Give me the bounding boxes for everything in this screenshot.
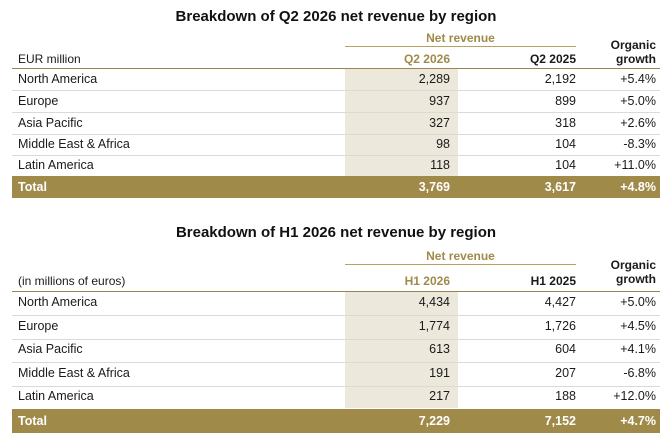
region-label: Middle East & Africa bbox=[18, 137, 130, 151]
row-divider bbox=[12, 134, 660, 135]
table-row: Latin America 118 104 +11.0% bbox=[12, 155, 660, 176]
q2-net-revenue-group-label: Net revenue bbox=[426, 31, 495, 45]
total-label: Total bbox=[18, 180, 47, 194]
h1-revenue-table: Breakdown of H1 2026 net revenue by regi… bbox=[12, 222, 660, 437]
current-value: 191 bbox=[429, 366, 450, 380]
current-value: 98 bbox=[436, 137, 450, 151]
prior-value: 318 bbox=[555, 116, 576, 130]
current-value: 118 bbox=[430, 158, 450, 172]
growth-value: +4.5% bbox=[620, 319, 656, 333]
growth-value: +5.4% bbox=[620, 72, 656, 86]
growth-value: +2.6% bbox=[620, 116, 656, 130]
prior-value: 604 bbox=[555, 342, 576, 356]
q2-col-growth-line1: Organic bbox=[610, 38, 656, 52]
region-label: Latin America bbox=[18, 389, 94, 403]
total-current: 7,229 bbox=[418, 414, 450, 428]
total-prior: 3,617 bbox=[544, 180, 576, 194]
h1-header-rule bbox=[12, 291, 660, 292]
q2-net-revenue-group-rule bbox=[345, 46, 576, 47]
current-value: 2,289 bbox=[418, 72, 450, 86]
total-current: 3,769 bbox=[418, 180, 450, 194]
prior-value: 899 bbox=[555, 94, 576, 108]
total-label: Total bbox=[18, 414, 47, 428]
q2-col-prior: Q2 2025 bbox=[529, 52, 576, 66]
current-value: 4,434 bbox=[418, 295, 450, 309]
prior-value: 2,192 bbox=[544, 72, 576, 86]
region-label: Latin America bbox=[18, 158, 94, 172]
current-value: 217 bbox=[429, 389, 450, 403]
table-row: North America 4,434 4,427 +5.0% bbox=[12, 292, 660, 315]
prior-value: 104 bbox=[555, 137, 576, 151]
h1-col-prior: H1 2025 bbox=[530, 274, 576, 288]
row-divider bbox=[12, 362, 660, 363]
table-row: North America 2,289 2,192 +5.4% bbox=[12, 69, 660, 90]
region-label: North America bbox=[18, 72, 98, 86]
total-prior: 7,152 bbox=[544, 414, 576, 428]
h1-current-column-shade bbox=[345, 292, 458, 408]
row-divider bbox=[12, 339, 660, 340]
h1-net-revenue-group-label: Net revenue bbox=[426, 249, 495, 263]
prior-value: 188 bbox=[555, 389, 576, 403]
h1-col-growth: Organic growth bbox=[576, 258, 656, 286]
row-divider bbox=[12, 155, 660, 156]
region-label: Asia Pacific bbox=[18, 342, 83, 356]
region-label: North America bbox=[18, 295, 98, 309]
table-row: Middle East & Africa 98 104 -8.3% bbox=[12, 134, 660, 155]
h1-unit-label: (in millions of euros) bbox=[18, 274, 126, 288]
current-value: 613 bbox=[429, 342, 450, 356]
growth-value: +11.0% bbox=[614, 158, 656, 172]
table-row: Middle East & Africa 191 207 -6.8% bbox=[12, 363, 660, 386]
region-label: Asia Pacific bbox=[18, 116, 83, 130]
q2-col-growth-line2: growth bbox=[616, 52, 656, 66]
region-label: Europe bbox=[18, 319, 59, 333]
row-divider bbox=[12, 90, 660, 91]
prior-value: 207 bbox=[555, 366, 576, 380]
total-growth: +4.8% bbox=[620, 180, 656, 194]
h1-col-growth-line1: Organic bbox=[610, 258, 656, 272]
q2-unit-label: EUR million bbox=[18, 52, 81, 66]
q2-col-growth: Organic growth bbox=[576, 38, 656, 66]
table-row: Europe 1,774 1,726 +4.5% bbox=[12, 316, 660, 339]
row-divider bbox=[12, 112, 660, 113]
total-row: Total 3,769 3,617 +4.8% bbox=[12, 176, 660, 198]
prior-value: 104 bbox=[555, 158, 576, 172]
h1-table-title: Breakdown of H1 2026 net revenue by regi… bbox=[175, 224, 497, 241]
growth-value: -8.3% bbox=[623, 137, 656, 151]
growth-value: +4.1% bbox=[620, 342, 656, 356]
row-divider bbox=[12, 386, 660, 387]
current-value: 937 bbox=[429, 94, 450, 108]
h1-net-revenue-group-rule bbox=[345, 264, 576, 265]
prior-value: 4,427 bbox=[544, 295, 576, 309]
h1-col-current: H1 2026 bbox=[404, 274, 450, 288]
q2-revenue-table: Breakdown of Q2 2026 net revenue by regi… bbox=[12, 0, 660, 200]
current-value: 327 bbox=[429, 116, 450, 130]
q2-table-title: Breakdown of Q2 2026 net revenue by regi… bbox=[175, 8, 497, 25]
table-row: Europe 937 899 +5.0% bbox=[12, 91, 660, 112]
growth-value: +5.0% bbox=[620, 295, 656, 309]
prior-value: 1,726 bbox=[544, 319, 576, 333]
region-label: Middle East & Africa bbox=[18, 366, 130, 380]
growth-value: +12.0% bbox=[613, 389, 656, 403]
q2-current-column-shade bbox=[345, 69, 458, 176]
h1-col-growth-line2: growth bbox=[616, 272, 656, 286]
table-row: Asia Pacific 327 318 +2.6% bbox=[12, 113, 660, 134]
total-row: Total 7,229 7,152 +4.7% bbox=[12, 409, 660, 433]
current-value: 1,774 bbox=[418, 319, 450, 333]
growth-value: +5.0% bbox=[620, 94, 656, 108]
q2-header-rule bbox=[12, 68, 660, 69]
q2-col-current: Q2 2026 bbox=[403, 52, 450, 66]
table-row: Asia Pacific 613 604 +4.1% bbox=[12, 339, 660, 362]
row-divider bbox=[12, 315, 660, 316]
growth-value: -6.8% bbox=[623, 366, 656, 380]
table-row: Latin America 217 188 +12.0% bbox=[12, 386, 660, 408]
region-label: Europe bbox=[18, 94, 59, 108]
total-growth: +4.7% bbox=[620, 414, 656, 428]
